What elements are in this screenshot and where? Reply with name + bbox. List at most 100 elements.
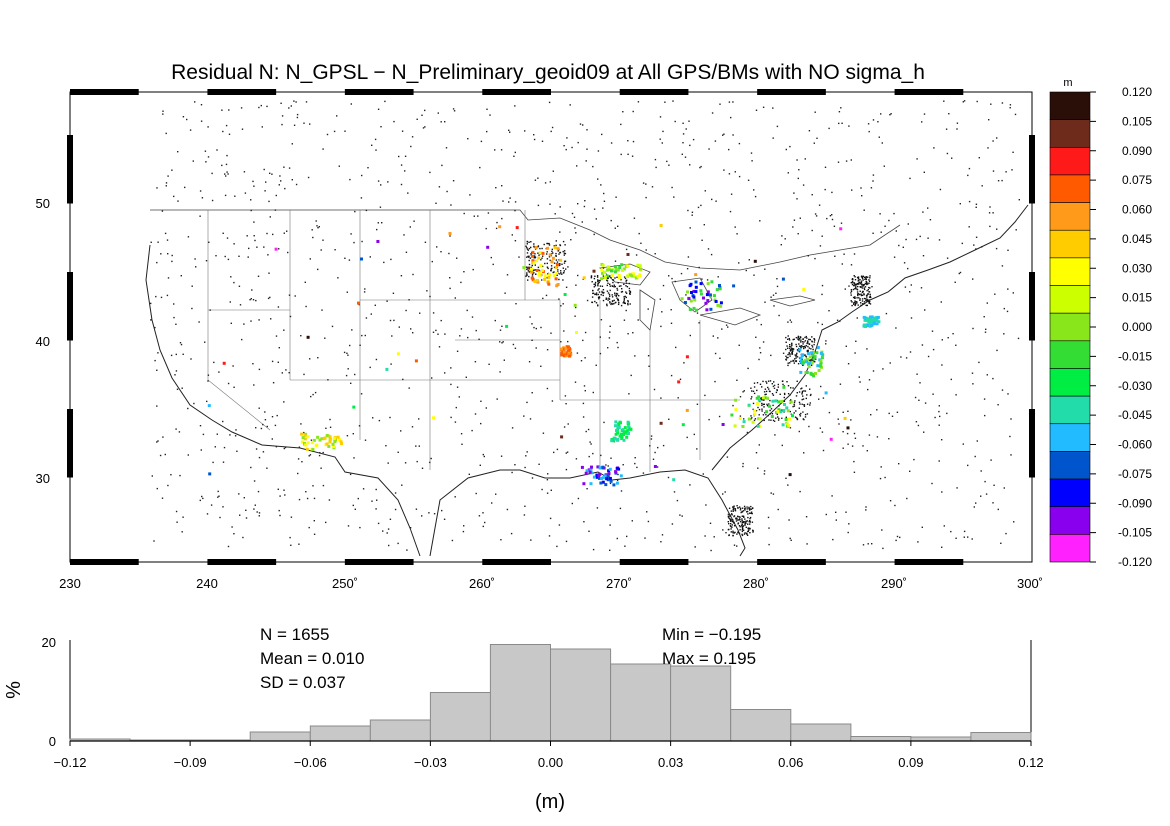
benchmark-dot — [576, 165, 578, 167]
benchmark-dot — [378, 419, 381, 422]
residual-point — [632, 274, 636, 278]
benchmark-dot — [451, 539, 454, 542]
residual-point — [741, 425, 745, 428]
benchmark-dot — [582, 402, 585, 405]
benchmark-dot — [398, 155, 400, 158]
benchmark-dot — [560, 270, 562, 272]
benchmark-dot — [729, 515, 731, 517]
benchmark-dot — [793, 362, 795, 364]
benchmark-dot — [432, 331, 435, 333]
benchmark-dot — [162, 436, 164, 438]
residual-point — [812, 374, 816, 378]
benchmark-dot — [751, 521, 754, 523]
residual-point — [807, 365, 811, 369]
benchmark-dot — [528, 256, 530, 258]
benchmark-dot — [686, 268, 689, 270]
residual-point — [872, 322, 876, 326]
benchmark-dot — [530, 266, 532, 269]
benchmark-dot — [859, 290, 861, 292]
benchmark-dot — [171, 169, 173, 171]
residual-point — [328, 435, 332, 439]
benchmark-dot — [609, 285, 611, 287]
benchmark-dot — [814, 213, 817, 215]
benchmark-dot — [799, 341, 802, 343]
benchmark-dot — [537, 177, 539, 179]
benchmark-dot — [855, 284, 858, 286]
benchmark-dot — [415, 508, 418, 510]
residual-point — [600, 268, 604, 272]
benchmark-dot — [574, 227, 576, 229]
benchmark-dot — [832, 538, 834, 541]
benchmark-dot — [990, 103, 992, 105]
benchmark-dot — [751, 396, 753, 398]
benchmark-dot — [465, 376, 467, 378]
benchmark-dot — [774, 434, 776, 436]
benchmark-dot — [869, 295, 871, 297]
benchmark-dot — [950, 378, 952, 381]
benchmark-dot — [828, 127, 830, 130]
benchmark-dot — [698, 266, 700, 269]
benchmark-dot — [741, 521, 744, 524]
benchmark-dot — [328, 499, 331, 501]
residual-point — [685, 408, 689, 412]
residual-point — [207, 404, 211, 408]
benchmark-dot — [795, 357, 797, 359]
residual-point — [623, 430, 627, 434]
residual-point — [315, 443, 319, 447]
benchmark-dot — [514, 201, 517, 203]
benchmark-dot — [777, 419, 780, 421]
benchmark-dot — [889, 362, 891, 364]
benchmark-dot — [264, 411, 266, 413]
residual-point — [617, 426, 621, 429]
benchmark-dot — [438, 346, 441, 348]
residual-point — [531, 250, 535, 254]
benchmark-dot — [253, 235, 255, 237]
benchmark-dot — [370, 313, 372, 315]
benchmark-dot — [528, 275, 530, 278]
benchmark-dot — [722, 493, 724, 495]
benchmark-dot — [609, 331, 611, 333]
benchmark-dot — [739, 509, 742, 511]
benchmark-dot — [357, 497, 359, 500]
benchmark-dot — [562, 303, 564, 305]
benchmark-dot — [775, 417, 777, 419]
benchmark-dot — [813, 341, 816, 343]
benchmark-dot — [564, 395, 567, 397]
benchmark-dot — [312, 393, 314, 396]
residual-point — [788, 473, 792, 477]
benchmark-dot — [740, 525, 743, 527]
benchmark-dot — [389, 416, 391, 419]
benchmark-dot — [624, 295, 626, 298]
benchmark-dot — [364, 334, 366, 337]
benchmark-dot — [800, 346, 802, 348]
residual-point — [761, 396, 765, 400]
benchmark-dot — [967, 174, 969, 177]
benchmark-dot — [162, 113, 164, 115]
benchmark-dot — [485, 407, 487, 409]
benchmark-dot — [813, 343, 815, 346]
benchmark-dot — [541, 265, 544, 268]
lon-axis: 230 240 250˚ 260˚ 270˚ 280˚ 290˚ 300˚ — [59, 576, 1043, 591]
benchmark-dot — [264, 419, 267, 421]
benchmark-dot — [617, 225, 619, 227]
benchmark-dot — [831, 218, 834, 221]
benchmark-dot — [410, 145, 412, 148]
benchmark-dot — [157, 352, 159, 354]
benchmark-dot — [546, 349, 549, 351]
residual-point — [592, 475, 596, 479]
benchmark-dot — [444, 121, 446, 123]
benchmark-dot — [629, 290, 632, 293]
benchmark-dot — [312, 485, 314, 487]
benchmark-dot — [286, 230, 288, 232]
benchmark-dot — [613, 299, 615, 302]
benchmark-dot — [742, 391, 744, 393]
benchmark-dot — [768, 390, 771, 392]
residual-point — [318, 438, 322, 442]
benchmark-dot — [227, 545, 230, 548]
residual-point — [820, 356, 824, 360]
benchmark-dot — [853, 296, 856, 298]
benchmark-dot — [863, 302, 865, 305]
benchmark-dot — [173, 316, 175, 319]
benchmark-dot — [595, 293, 597, 295]
benchmark-dot — [861, 285, 863, 287]
